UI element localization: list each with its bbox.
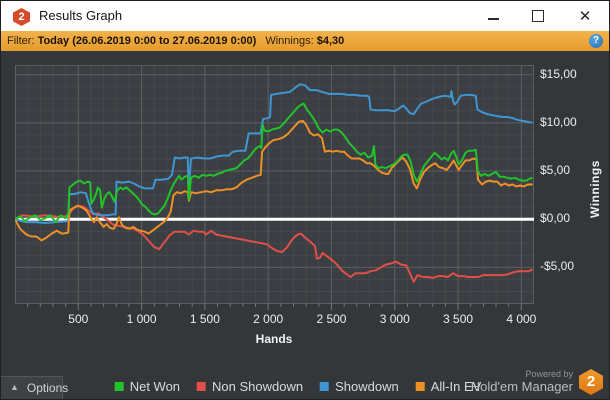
results-chart-svg bbox=[15, 65, 534, 310]
x-tick-label: 4 000 bbox=[506, 312, 537, 326]
legend-item-showdown: Showdown bbox=[320, 379, 399, 394]
legend-item-all-in-ev: All-In EV bbox=[342, 397, 408, 399]
maximize-button[interactable] bbox=[518, 1, 558, 31]
legend-label: Non Showdown bbox=[138, 397, 229, 399]
maximize-icon bbox=[532, 10, 544, 22]
series-line-net-won bbox=[15, 102, 533, 224]
filter-label: Filter: bbox=[7, 35, 35, 47]
chevron-up-icon: ▲ bbox=[10, 382, 19, 392]
minimize-button[interactable] bbox=[473, 1, 513, 31]
y-tick-label: $0,00 bbox=[540, 211, 571, 226]
chart-area: $15,00 $10,00 $5,00 $0,00 -$5,00 500 1 000 1 5… bbox=[1, 51, 609, 377]
x-tick-label: 1 000 bbox=[126, 312, 157, 326]
clipped-legend-row: Net Won Non Showdown Showdown All-In EV bbox=[41, 397, 408, 399]
x-tick-label: 2 500 bbox=[316, 312, 347, 326]
legend-swatch-icon bbox=[415, 382, 425, 391]
options-label: Options bbox=[26, 381, 69, 395]
legend-item-non-showdown: Non Showdown bbox=[197, 379, 303, 394]
help-icon[interactable]: ? bbox=[589, 34, 603, 48]
legend-swatch-icon bbox=[320, 382, 330, 391]
minimize-icon bbox=[487, 18, 499, 20]
legend-item-non-showdown: Non Showdown bbox=[123, 397, 229, 399]
app-logo-icon: 2 bbox=[13, 8, 30, 26]
close-button[interactable]: ✕ bbox=[578, 8, 592, 25]
legend-item-net-won: Net Won bbox=[114, 379, 181, 394]
chart-legend: Net Won Non Showdown Showdown All-In EV bbox=[114, 379, 482, 394]
series-line-non-showdown bbox=[15, 204, 534, 283]
legend-label: All-In EV bbox=[357, 397, 408, 399]
window-title: Results Graph bbox=[39, 8, 123, 23]
x-tick-label: 500 bbox=[68, 312, 89, 326]
legend-item-showdown: Showdown bbox=[246, 397, 325, 399]
brand-name: Hold'em Manager bbox=[470, 378, 573, 394]
brand-badge-icon: 2 bbox=[579, 369, 603, 395]
legend-label: Net Won bbox=[129, 379, 181, 394]
x-tick-label: 3 000 bbox=[379, 312, 410, 326]
filter-value[interactable]: Today (26.06.2019 0:00 to 27.06.2019 0:0… bbox=[37, 35, 257, 47]
winnings-label: Winnings: bbox=[265, 35, 314, 47]
title-bar[interactable]: 2 Results Graph ✕ bbox=[1, 1, 609, 31]
legend-label: Showdown bbox=[261, 397, 325, 399]
legend-item-all-in-ev: All-In EV bbox=[415, 379, 482, 394]
legend-label: Showdown bbox=[335, 379, 399, 394]
footer-bar: ▲ Options Net Won Non Showdown Showdown All… bbox=[1, 369, 609, 399]
powered-by-block: Powered by Hold'em Manager 2 bbox=[471, 369, 603, 395]
legend-label: All-In EV bbox=[430, 379, 482, 394]
y-tick-label: $5,00 bbox=[540, 163, 571, 177]
legend-swatch-icon bbox=[114, 382, 124, 391]
series-line-showdown bbox=[15, 83, 533, 224]
options-button[interactable]: ▲ Options bbox=[1, 376, 68, 399]
y-tick-label: -$5,00 bbox=[540, 259, 575, 274]
x-tick-label: 3 500 bbox=[443, 312, 474, 326]
winnings-value: $4,30 bbox=[316, 35, 345, 47]
x-tick-label: 2 000 bbox=[253, 312, 284, 326]
x-tick-label: 1 500 bbox=[189, 312, 220, 326]
legend-label: Net Won bbox=[56, 397, 106, 399]
x-axis-title: Hands bbox=[255, 332, 293, 346]
filter-bar: Filter: Today (26.06.2019 0:00 to 27.06.… bbox=[1, 31, 609, 51]
y-axis-title: Winnings bbox=[588, 160, 602, 218]
powered-by-label: Powered by bbox=[525, 368, 573, 379]
legend-item-net-won: Net Won bbox=[41, 397, 106, 399]
y-tick-label: $10,00 bbox=[540, 114, 577, 129]
legend-label: Non Showdown bbox=[212, 379, 304, 394]
series-line-all-in-ev bbox=[15, 119, 533, 242]
y-tick-label: $15,00 bbox=[540, 66, 577, 81]
legend-swatch-icon bbox=[197, 382, 207, 391]
